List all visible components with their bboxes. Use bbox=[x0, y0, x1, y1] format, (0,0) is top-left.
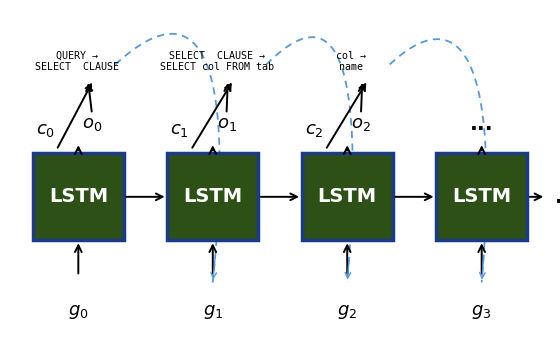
Text: $c_2$: $c_2$ bbox=[305, 121, 324, 139]
Text: $g_2$: $g_2$ bbox=[337, 303, 357, 321]
Text: LSTM: LSTM bbox=[49, 187, 108, 206]
Text: LSTM: LSTM bbox=[183, 187, 242, 206]
Text: $g_0$: $g_0$ bbox=[68, 303, 88, 321]
FancyBboxPatch shape bbox=[436, 153, 527, 241]
Text: QUERY →
SELECT  CLAUSE: QUERY → SELECT CLAUSE bbox=[35, 50, 119, 72]
Text: $o_2$: $o_2$ bbox=[351, 115, 371, 132]
Text: $c_1$: $c_1$ bbox=[170, 121, 189, 139]
Text: $o_0$: $o_0$ bbox=[82, 115, 102, 132]
Text: LSTM: LSTM bbox=[452, 187, 511, 206]
Text: $c_0$: $c_0$ bbox=[36, 121, 55, 139]
Text: ...: ... bbox=[470, 113, 493, 134]
Text: $g_1$: $g_1$ bbox=[203, 303, 223, 321]
Text: $o_1$: $o_1$ bbox=[217, 115, 236, 132]
FancyBboxPatch shape bbox=[167, 153, 258, 241]
Text: LSTM: LSTM bbox=[318, 187, 377, 206]
Text: ...: ... bbox=[554, 187, 560, 207]
Text: SELECT  CLAUSE →
SELECT col FROM tab: SELECT CLAUSE → SELECT col FROM tab bbox=[160, 50, 274, 72]
FancyBboxPatch shape bbox=[302, 153, 393, 241]
Text: col →
name: col → name bbox=[337, 50, 366, 72]
Text: $g_3$: $g_3$ bbox=[472, 303, 492, 321]
FancyBboxPatch shape bbox=[33, 153, 124, 241]
